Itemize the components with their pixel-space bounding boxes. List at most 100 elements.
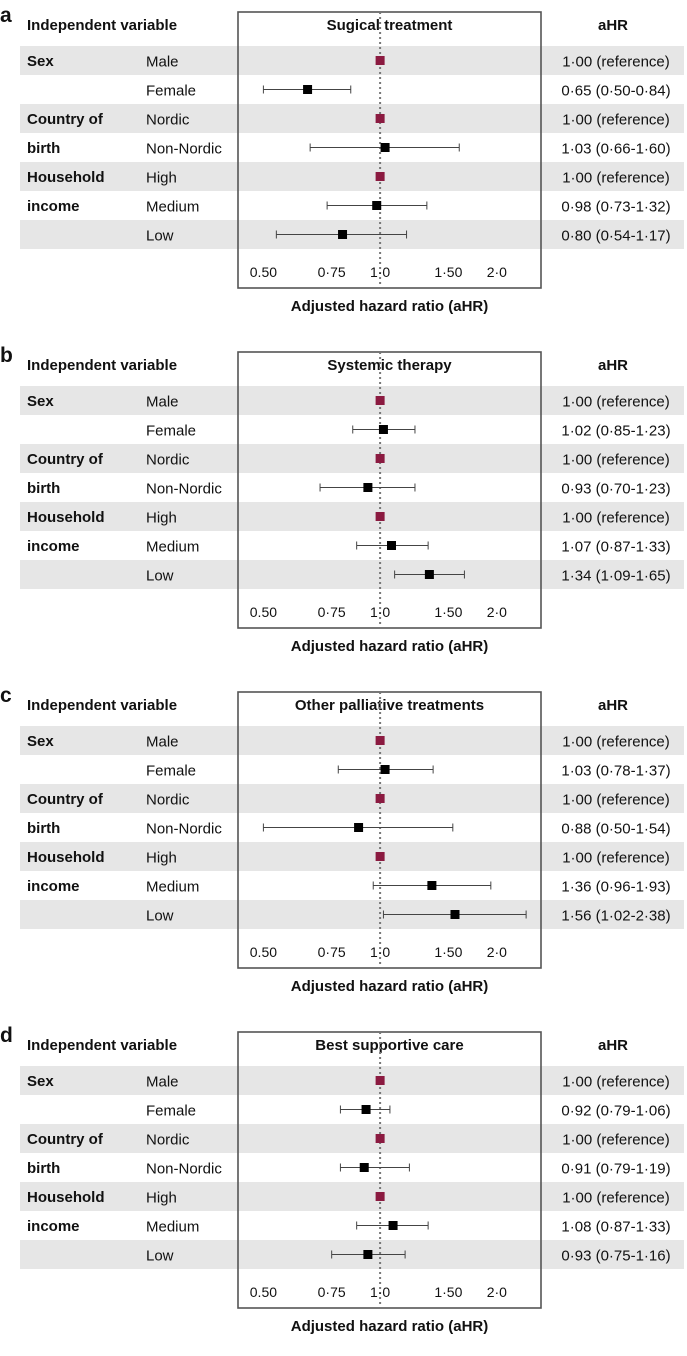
row-band [20,1066,684,1095]
row-label: Medium [146,199,199,216]
ahr-value: 1·34 (1·09-1·65) [561,568,670,585]
group-label: birth [27,480,60,497]
ahr-value: 1·00 (reference) [562,1190,670,1207]
ahr-value: 1·00 (reference) [562,850,670,867]
row-label: Low [146,908,174,925]
row-label: Female [146,1103,196,1120]
row-label: Nordic [146,452,190,469]
ahr-value: 1·08 (0·87-1·33) [561,1219,670,1236]
ahr-value: 1·56 (1·02-2·38) [561,908,670,925]
reference-marker [375,172,385,181]
x-tick-label: 0·75 [318,1284,346,1300]
group-label: birth [27,1160,60,1177]
group-label: Sex [27,1073,54,1090]
group-label: Country of [27,111,104,128]
ahr-value: 0·93 (0·70-1·23) [561,481,670,498]
ahr-value: 1·03 (0·66-1·60) [561,141,670,158]
panel-title: Best supportive care [315,1037,463,1054]
row-label: High [146,170,177,187]
ahr-value: 1·00 (reference) [562,1074,670,1091]
x-tick-label: 0.50 [250,264,277,280]
group-label: Household [27,169,105,186]
independent-variable-header: Independent variable [27,17,177,34]
reference-marker [375,1134,385,1143]
ahr-value: 0·93 (0·75-1·16) [561,1248,670,1265]
ahr-value: 0·92 (0·79-1·06) [561,1103,670,1120]
estimate-marker [388,1221,398,1230]
x-tick-label: 0.50 [250,604,277,620]
row-band [20,444,684,473]
row-label: Female [146,423,196,440]
estimate-marker [363,483,373,492]
plot-box [237,1031,542,1309]
x-tick-label: 1·0 [370,944,390,960]
x-tick-label: 2·0 [487,1284,507,1300]
row-label: Medium [146,1219,199,1236]
panel-title: Other palliative treatments [295,697,484,714]
plot-box [237,691,542,969]
estimate-marker [363,1250,373,1259]
row-label: Female [146,83,196,100]
ahr-value: 1·00 (reference) [562,452,670,469]
x-tick-label: 1·50 [434,604,462,620]
group-label: income [27,198,80,215]
estimate-marker [387,541,397,550]
ahr-value: 0·80 (0·54-1·17) [561,228,670,245]
estimate-marker [380,143,390,152]
ahr-value: 1·00 (reference) [562,510,670,527]
group-label: Household [27,1189,105,1206]
row-band [20,386,684,415]
group-label: income [27,538,80,555]
x-tick-label: 2·0 [487,604,507,620]
row-label: Medium [146,879,199,896]
row-band [20,1182,684,1211]
row-label: High [146,850,177,867]
ahr-value: 1·36 (0·96-1·93) [561,879,670,896]
ahr-value: 0·88 (0·50-1·54) [561,821,670,838]
row-label: Male [146,1074,179,1091]
ahr-header: aHR [598,697,628,714]
ahr-value: 1·00 (reference) [562,54,670,71]
reference-marker [375,114,385,123]
row-label: High [146,1190,177,1207]
ahr-value: 1·07 (0·87-1·33) [561,539,670,556]
panel-title: Systemic therapy [327,357,452,374]
x-tick-label: 0·75 [318,264,346,280]
ahr-value: 0·91 (0·79-1·19) [561,1161,670,1178]
x-axis-label: Adjusted hazard ratio (aHR) [291,638,489,655]
x-axis-label: Adjusted hazard ratio (aHR) [291,298,489,315]
plot-box [237,11,542,289]
row-band [20,784,684,813]
x-tick-label: 1·0 [370,1284,390,1300]
ahr-value: 0·65 (0·50-0·84) [561,83,670,100]
x-tick-label: 1·0 [370,264,390,280]
ahr-value: 1·00 (reference) [562,792,670,809]
row-label: Medium [146,539,199,556]
row-label: Nordic [146,1132,190,1149]
group-label: income [27,1218,80,1235]
x-tick-label: 1·0 [370,604,390,620]
x-tick-label: 0.50 [250,1284,277,1300]
estimate-marker [372,201,382,210]
row-label: Nordic [146,792,190,809]
row-label: Non-Nordic [146,821,222,838]
ahr-header: aHR [598,1037,628,1054]
group-label: Sex [27,53,54,70]
ahr-header: aHR [598,17,628,34]
row-band [20,726,684,755]
panel-letter: b [0,344,13,367]
independent-variable-header: Independent variable [27,697,177,714]
ahr-header: aHR [598,357,628,374]
ahr-value: 1·00 (reference) [562,1132,670,1149]
group-label: birth [27,820,60,837]
group-label: Household [27,849,105,866]
x-axis-label: Adjusted hazard ratio (aHR) [291,1318,489,1335]
reference-marker [375,852,385,861]
panel-letter: a [0,4,12,27]
x-tick-label: 2·0 [487,264,507,280]
row-band [20,502,684,531]
x-tick-label: 0·75 [318,604,346,620]
panel-letter: d [0,1024,13,1047]
row-band [20,842,684,871]
